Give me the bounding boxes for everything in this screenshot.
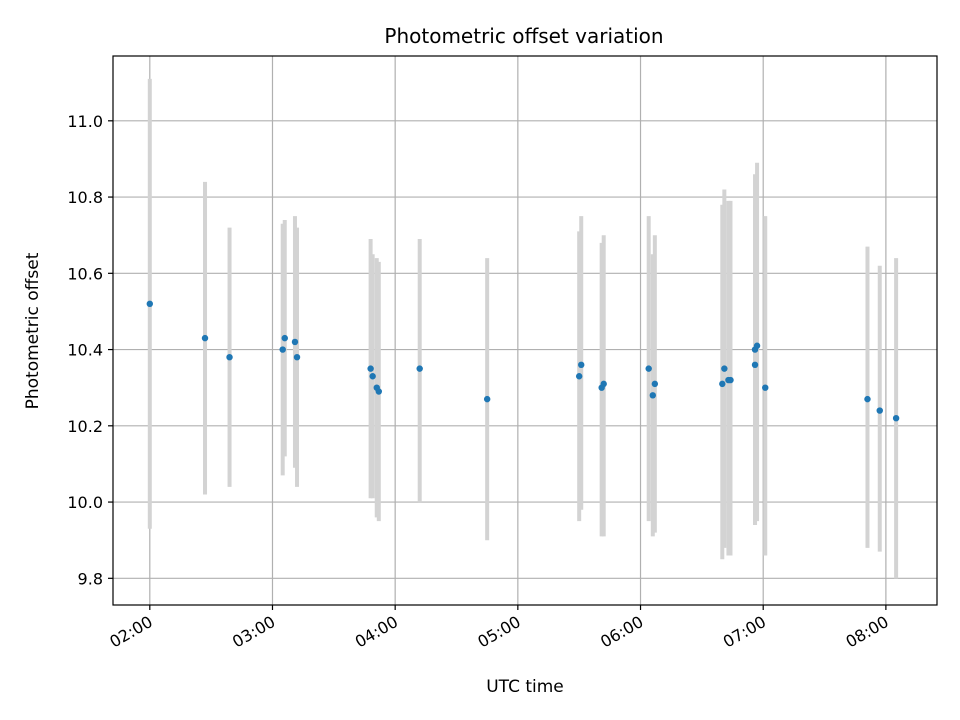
- y-tick-label: 11.0: [67, 112, 103, 131]
- data-point: [293, 353, 301, 361]
- error-bars: [147, 78, 899, 579]
- data-point: [578, 361, 585, 369]
- data-point: [719, 380, 726, 388]
- y-tick-label: 10.8: [67, 188, 103, 207]
- data-point: [279, 346, 286, 353]
- data-point: [416, 365, 423, 372]
- data-point: [721, 365, 728, 372]
- data-point: [753, 342, 761, 349]
- data-point: [727, 376, 734, 384]
- y-axis-label: Photometric offset: [23, 252, 43, 409]
- y-tick-label: 10.0: [67, 493, 103, 512]
- data-point: [367, 365, 374, 372]
- data-point: [375, 388, 383, 395]
- x-tick-label: 03:00: [229, 612, 278, 652]
- data-point: [281, 334, 288, 342]
- data-point: [600, 380, 607, 388]
- data-point: [649, 392, 656, 399]
- y-tick-label: 10.4: [67, 341, 103, 360]
- y-tick-label: 10.2: [67, 417, 103, 436]
- data-point: [575, 373, 583, 380]
- data-point: [892, 414, 900, 422]
- x-tick-label: 02:00: [106, 612, 155, 652]
- data-point: [369, 373, 376, 380]
- data-point: [645, 365, 652, 372]
- data-points: [146, 300, 900, 422]
- x-axis-label: UTC time: [486, 677, 564, 697]
- data-point: [762, 384, 769, 391]
- grid: [113, 56, 937, 605]
- axis-ticks: 02:00 03:00 04:00 05:00 06:00 07:00 08:00 9.8 10…: [67, 112, 892, 652]
- x-tick-label: 07:00: [720, 612, 769, 652]
- x-tick-label: 08:00: [842, 612, 891, 652]
- y-tick-label: 10.6: [67, 264, 103, 283]
- x-tick-label: 05:00: [474, 612, 523, 652]
- data-point: [876, 407, 883, 414]
- y-tick-label: 9.8: [78, 569, 103, 588]
- x-tick-label: 06:00: [597, 612, 646, 652]
- data-point: [201, 334, 209, 342]
- data-point: [864, 395, 871, 403]
- data-point: [651, 380, 659, 388]
- data-point: [751, 361, 759, 369]
- x-tick-label: 04:00: [352, 612, 401, 652]
- data-point: [146, 300, 154, 308]
- data-point: [226, 353, 233, 361]
- plot-area-frame: [112, 55, 938, 606]
- chart-title: Photometric offset variation: [384, 24, 663, 48]
- data-point: [483, 395, 491, 403]
- data-point: [291, 338, 299, 346]
